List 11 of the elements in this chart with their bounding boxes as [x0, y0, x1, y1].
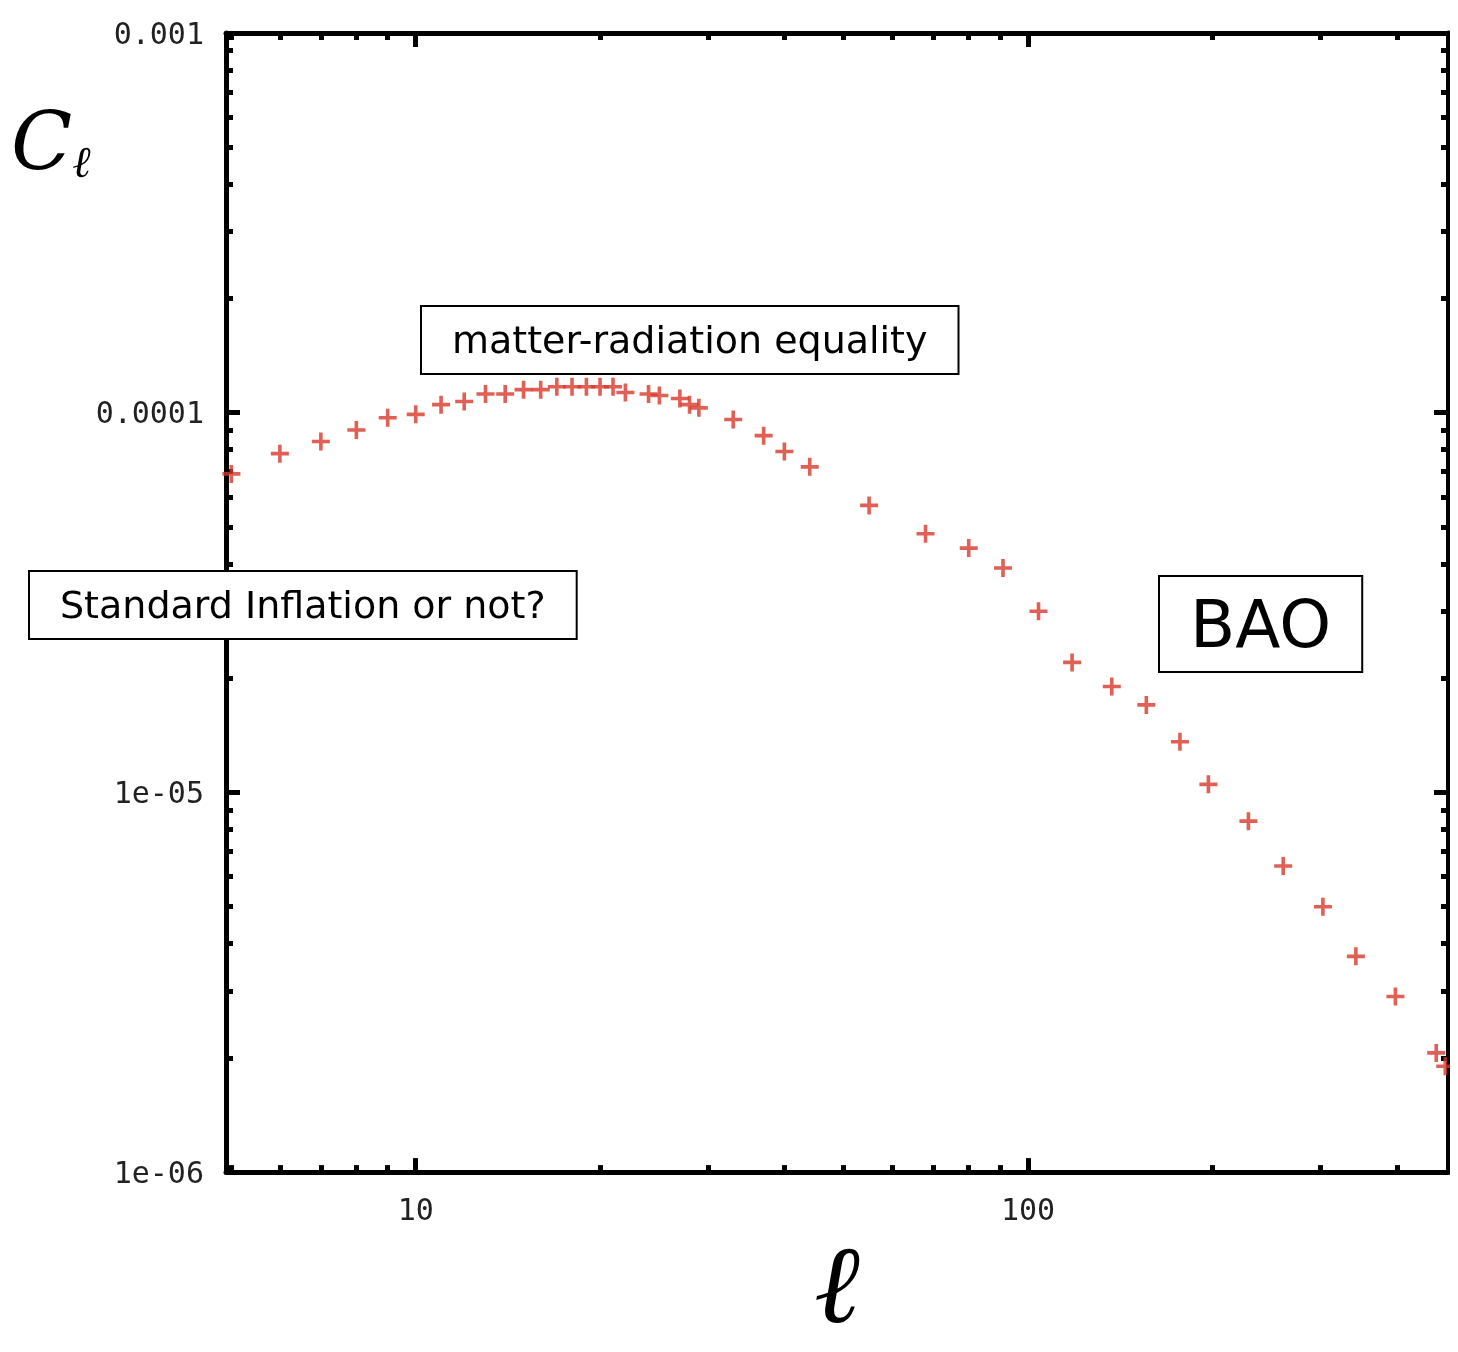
annotation: Standard Inflation or not? — [60, 583, 546, 627]
y-tick-label: 0.0001 — [95, 395, 204, 431]
x-axis-title: ℓ — [814, 1220, 861, 1348]
y-axis-title: Cℓ — [11, 94, 92, 188]
x-tick-label: 100 — [1000, 1191, 1056, 1227]
y-tick-label: 1e-06 — [113, 1154, 204, 1190]
y-tick-label: 1e-05 — [113, 774, 204, 810]
x-tick-label: 10 — [397, 1191, 434, 1227]
annotation: matter-radiation equality — [452, 318, 928, 362]
annotation: BAO — [1190, 585, 1332, 663]
y-tick-label: 0.001 — [113, 15, 204, 51]
